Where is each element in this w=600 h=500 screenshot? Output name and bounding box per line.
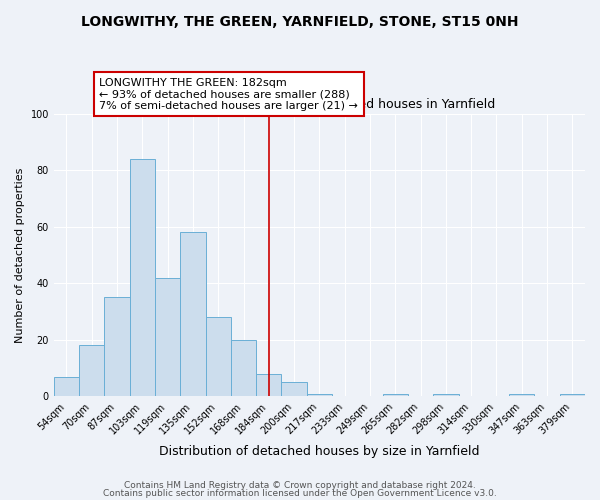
Bar: [560, 394, 585, 396]
Bar: [54, 376, 79, 396]
Text: Contains HM Land Registry data © Crown copyright and database right 2024.: Contains HM Land Registry data © Crown c…: [124, 481, 476, 490]
Bar: [155, 278, 180, 396]
Bar: [281, 382, 307, 396]
Y-axis label: Number of detached properties: Number of detached properties: [15, 168, 25, 342]
Bar: [231, 340, 256, 396]
Bar: [433, 394, 458, 396]
Bar: [383, 394, 408, 396]
Title: Size of property relative to detached houses in Yarnfield: Size of property relative to detached ho…: [144, 98, 495, 111]
Text: Contains public sector information licensed under the Open Government Licence v3: Contains public sector information licen…: [103, 488, 497, 498]
Bar: [180, 232, 206, 396]
Text: LONGWITHY, THE GREEN, YARNFIELD, STONE, ST15 0NH: LONGWITHY, THE GREEN, YARNFIELD, STONE, …: [81, 15, 519, 29]
Text: LONGWITHY THE GREEN: 182sqm
← 93% of detached houses are smaller (288)
7% of sem: LONGWITHY THE GREEN: 182sqm ← 93% of det…: [100, 78, 358, 110]
Bar: [509, 394, 535, 396]
Bar: [307, 394, 332, 396]
Bar: [206, 317, 231, 396]
Bar: [256, 374, 281, 396]
X-axis label: Distribution of detached houses by size in Yarnfield: Distribution of detached houses by size …: [159, 444, 479, 458]
Bar: [104, 298, 130, 396]
Bar: [79, 346, 104, 397]
Bar: [130, 159, 155, 396]
